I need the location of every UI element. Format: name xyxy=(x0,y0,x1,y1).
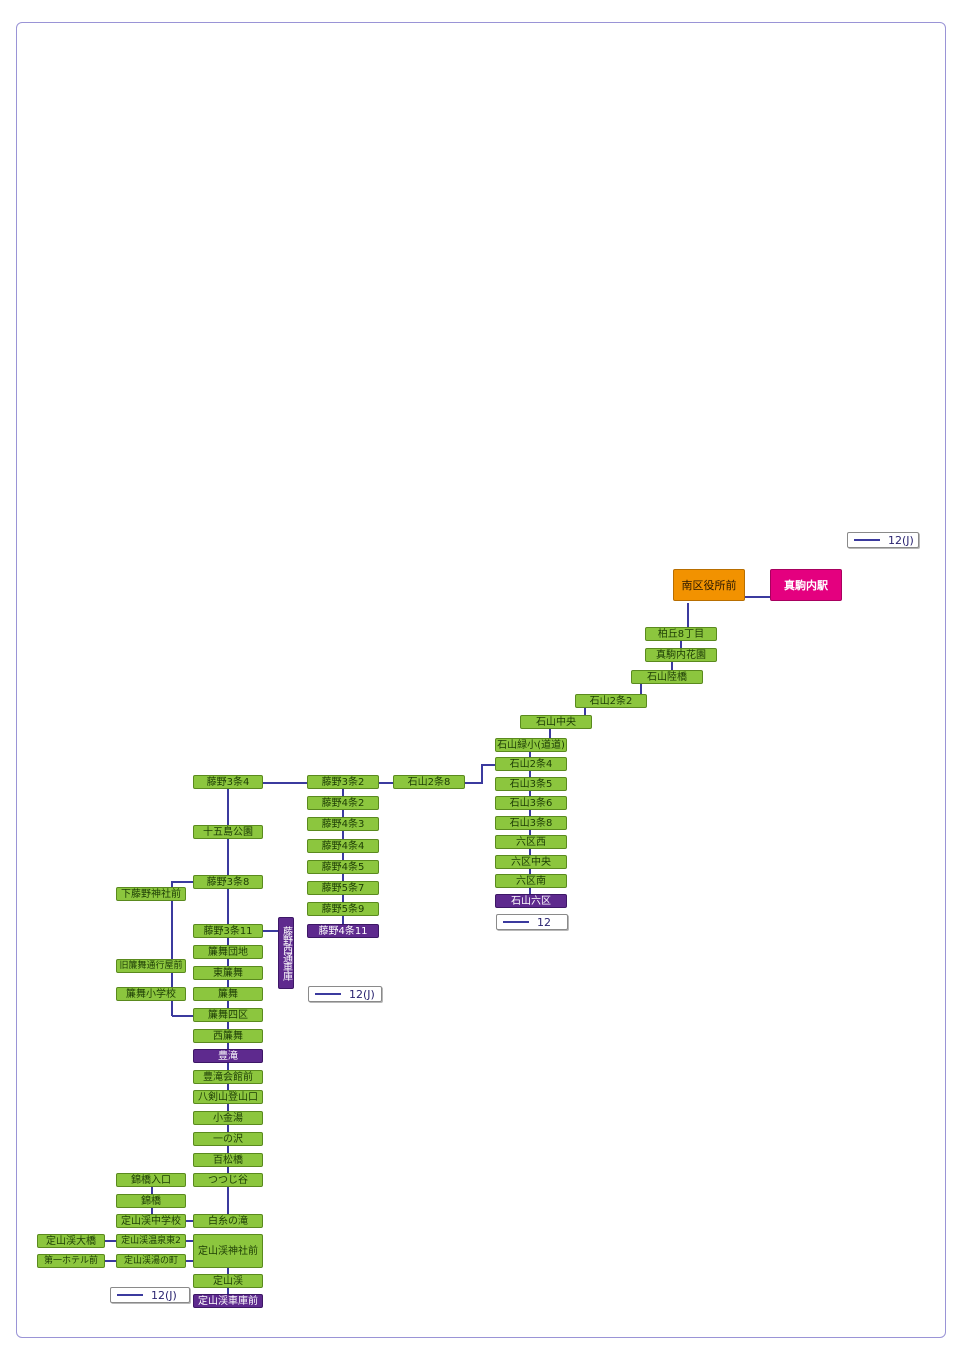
stop-rokku-minami[interactable]: 六区南 xyxy=(495,874,567,888)
stop-ishiyama3-6[interactable]: 石山3条6 xyxy=(495,796,567,810)
stop-fujino3-4[interactable]: 藤野3条4 xyxy=(193,775,263,789)
stop-nishi-sumai[interactable]: 西簾舞 xyxy=(193,1029,263,1043)
stop-fujino4-11[interactable]: 藤野4条11 xyxy=(307,924,379,938)
stop-rokku-chuo[interactable]: 六区中央 xyxy=(495,855,567,869)
stop-nishikibashi-iriguchi[interactable]: 錦橋入口 xyxy=(116,1173,186,1187)
stop-jozankei-jh[interactable]: 定山渓中学校 xyxy=(116,1214,186,1228)
route-line-sample xyxy=(503,921,529,923)
stop-ishiyama-rikkyo[interactable]: 石山陸橋 xyxy=(631,670,703,684)
route-line-sample xyxy=(854,539,880,541)
stop-ishiyama-rokku[interactable]: 石山六区 xyxy=(495,894,567,908)
stop-jozankei-jinja[interactable]: 定山渓神社前 xyxy=(193,1234,263,1268)
stop-sumai[interactable]: 簾舞 xyxy=(193,987,263,1001)
stop-tsutsujidani[interactable]: つつじ谷 xyxy=(193,1173,263,1187)
stop-fujino3-11[interactable]: 藤野3条11 xyxy=(193,924,263,938)
stop-jozankei-depot[interactable]: 定山渓車庫前 xyxy=(193,1294,263,1308)
stop-fujino3-8[interactable]: 藤野3条8 xyxy=(193,875,263,889)
route-number: 12 xyxy=(537,915,551,929)
stop-daiichi-hotel[interactable]: 第一ホテル前 xyxy=(37,1254,105,1268)
route-legend-bottom: 12(J) xyxy=(110,1287,190,1303)
stop-nishikibashi[interactable]: 錦橋 xyxy=(116,1194,186,1208)
stop-fujino4-2[interactable]: 藤野4条2 xyxy=(307,796,379,810)
stop-sumai-school[interactable]: 簾舞小学校 xyxy=(116,987,186,1001)
stop-kyu-sumai[interactable]: 旧簾舞通行屋前 xyxy=(116,959,186,973)
stop-jugoshima[interactable]: 十五島公園 xyxy=(193,825,263,839)
stop-fujino5-7[interactable]: 藤野5条7 xyxy=(307,881,379,895)
stop-jozankei-ohashi[interactable]: 定山渓大橋 xyxy=(37,1234,105,1248)
stop-ishiyama3-8[interactable]: 石山3条8 xyxy=(495,816,567,830)
stop-ishiyama3-5[interactable]: 石山3条5 xyxy=(495,777,567,791)
stop-jozankei[interactable]: 定山渓 xyxy=(193,1274,263,1288)
stop-fujino5-9[interactable]: 藤野5条9 xyxy=(307,902,379,916)
stop-sumai-danchi[interactable]: 簾舞団地 xyxy=(193,945,263,959)
stop-makomanai-kaen[interactable]: 真駒内花園 xyxy=(645,648,717,662)
route-legend-top: 12(J) xyxy=(847,532,919,548)
map-frame xyxy=(16,22,946,1338)
route-number: 12(J) xyxy=(888,533,914,547)
stop-minamiku-office[interactable]: 南区役所前 xyxy=(673,569,745,601)
stop-ishiyama-chuo[interactable]: 石山中央 xyxy=(520,715,592,729)
stop-higashi-sumai[interactable]: 東簾舞 xyxy=(193,966,263,980)
stop-kashiwaoka8[interactable]: 柏丘8丁目 xyxy=(645,627,717,641)
stop-sumai4ku[interactable]: 簾舞四区 xyxy=(193,1008,263,1022)
stop-hotaki[interactable]: 豊滝 xyxy=(193,1049,263,1063)
stop-hyakumatsu[interactable]: 百松橋 xyxy=(193,1153,263,1167)
route-line-sample xyxy=(117,1294,143,1296)
stop-fujino4-4[interactable]: 藤野4条4 xyxy=(307,839,379,853)
stop-fujino4-3[interactable]: 藤野4条3 xyxy=(307,817,379,831)
stop-jozankei-yunomachi[interactable]: 定山渓湯の町 xyxy=(116,1254,186,1268)
stop-makomanai-station[interactable]: 真駒内駅 xyxy=(770,569,842,601)
stop-ishiyama2-2[interactable]: 石山2条2 xyxy=(575,694,647,708)
route-segment xyxy=(464,764,496,784)
stop-shimofujino[interactable]: 下藤野神社前 xyxy=(116,887,186,901)
stop-ichinosawa[interactable]: 一の沢 xyxy=(193,1132,263,1146)
stop-fujino-depot[interactable]: 藤野西通車庫 xyxy=(278,917,294,989)
stop-ishiyama-midorisho[interactable]: 石山緑小(道道) xyxy=(495,738,567,752)
route-legend-center: 12 xyxy=(496,914,568,930)
route-number: 12(J) xyxy=(349,987,375,1001)
stop-fujino3-2[interactable]: 藤野3条2 xyxy=(307,775,379,789)
stop-shiraito[interactable]: 白糸の滝 xyxy=(193,1214,263,1228)
stop-hakkenzan[interactable]: 八剣山登山口 xyxy=(193,1090,263,1104)
stop-ishiyama2-8[interactable]: 石山2条8 xyxy=(393,775,465,789)
stop-kogane-yu[interactable]: 小金湯 xyxy=(193,1111,263,1125)
stop-fujino4-5[interactable]: 藤野4条5 xyxy=(307,860,379,874)
stop-rokku-nishi[interactable]: 六区西 xyxy=(495,835,567,849)
stop-jozankei-onsen-higashi2[interactable]: 定山渓温泉東2 xyxy=(116,1234,186,1248)
route-legend-mid: 12(J) xyxy=(308,986,382,1002)
route-number: 12(J) xyxy=(151,1288,177,1302)
route-line-sample xyxy=(315,993,341,995)
stop-hotaki-kaikan[interactable]: 豊滝会館前 xyxy=(193,1070,263,1084)
stop-ishiyama2-4[interactable]: 石山2条4 xyxy=(495,757,567,771)
